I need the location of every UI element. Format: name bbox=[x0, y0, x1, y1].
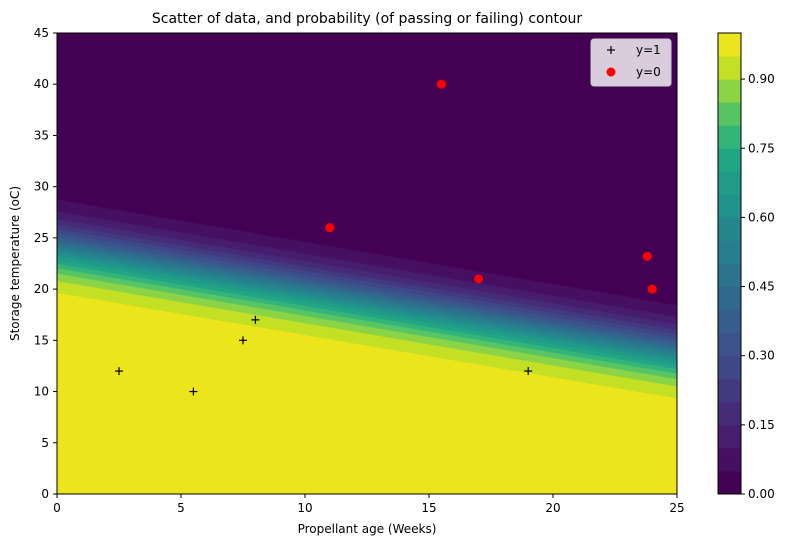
colorbar-band bbox=[718, 79, 741, 103]
colorbar-tick-label: 0.90 bbox=[748, 72, 775, 86]
contour-band bbox=[57, 281, 677, 400]
contour-band bbox=[57, 268, 677, 380]
x-tick-label: 0 bbox=[53, 501, 61, 515]
y-tick-label: 30 bbox=[34, 180, 49, 194]
point-y0 bbox=[474, 274, 484, 284]
point-y1 bbox=[189, 387, 198, 396]
contour-band bbox=[57, 273, 677, 388]
point-y1 bbox=[524, 367, 533, 376]
colorbar: 0.00 0.15 0.30 0.45 0.60 0.75 0.90 bbox=[717, 32, 775, 501]
contour-band bbox=[57, 256, 677, 366]
y-tick-label: 5 bbox=[41, 436, 49, 450]
colorbar-band bbox=[718, 240, 741, 264]
colorbar-band bbox=[718, 148, 741, 172]
colorbar-band bbox=[718, 56, 741, 80]
point-y1 bbox=[115, 367, 123, 376]
x-tick-label: 25 bbox=[669, 501, 684, 515]
colorbar-band bbox=[718, 217, 741, 241]
colorbar-band bbox=[718, 378, 741, 403]
colorbar-tick-label: 0.60 bbox=[748, 210, 775, 224]
y-tick-label: 20 bbox=[34, 282, 49, 296]
y-tick-label: 15 bbox=[34, 333, 49, 347]
colorbar-tick-label: 0.45 bbox=[748, 280, 775, 294]
x-axis-label: Propellant age (Weeks) bbox=[298, 522, 437, 536]
colorbar-band bbox=[718, 286, 741, 311]
legend-marker bbox=[607, 46, 615, 54]
legend-label: y=1 bbox=[636, 43, 661, 57]
chart-title: Scatter of data, and probability (of pas… bbox=[152, 11, 583, 27]
y-axis-label: Storage temperature (oC) bbox=[8, 186, 22, 341]
point-y0 bbox=[325, 223, 335, 233]
data-markers bbox=[115, 79, 657, 396]
colorbar-band bbox=[718, 470, 741, 495]
y-tick-label: 10 bbox=[34, 385, 49, 399]
contour-band bbox=[57, 249, 677, 359]
colorbar-tick-label: 0.15 bbox=[748, 418, 775, 432]
colorbar-band bbox=[718, 125, 741, 149]
colorbar-band bbox=[718, 447, 741, 472]
point-y0 bbox=[647, 284, 657, 294]
colorbar-band bbox=[718, 171, 741, 195]
x-tick-label: 10 bbox=[297, 501, 312, 515]
colorbar-band bbox=[718, 33, 741, 57]
colorbar-band bbox=[718, 424, 741, 449]
contour-band bbox=[57, 292, 677, 494]
y-tick-label: 25 bbox=[34, 231, 49, 245]
colorbar-band bbox=[718, 401, 741, 426]
point-y0 bbox=[436, 79, 446, 89]
plot-frame bbox=[56, 32, 678, 495]
legend-label: y=0 bbox=[636, 65, 661, 79]
contour-band bbox=[57, 252, 677, 363]
contour-band bbox=[57, 259, 677, 370]
point-y1 bbox=[239, 336, 247, 345]
contour-band bbox=[57, 246, 677, 356]
legend: y=1 y=0 bbox=[590, 38, 672, 87]
x-tick-label: 5 bbox=[177, 501, 185, 515]
colorbar-frame bbox=[717, 32, 742, 495]
colorbar-tick-label: 0.00 bbox=[748, 487, 775, 501]
colorbar-band bbox=[718, 355, 741, 380]
contour-band bbox=[57, 199, 677, 318]
contour-band bbox=[57, 218, 677, 331]
point-y1 bbox=[251, 315, 260, 324]
contour-band bbox=[57, 243, 677, 353]
contour-band bbox=[57, 263, 677, 375]
y-tick-label: 45 bbox=[34, 26, 49, 40]
probability-contour bbox=[57, 33, 677, 494]
y-axis: 0 5 10 15 20 25 30 35 40 45 bbox=[34, 26, 57, 501]
x-tick-label: 15 bbox=[421, 501, 436, 515]
point-y0 bbox=[642, 251, 652, 261]
contour-band bbox=[57, 236, 677, 347]
legend-marker bbox=[606, 67, 616, 77]
contour-band bbox=[57, 232, 677, 343]
x-axis: 0 5 10 15 20 25 bbox=[53, 494, 685, 515]
colorbar-tick-label: 0.30 bbox=[748, 349, 775, 363]
x-tick-label: 20 bbox=[545, 501, 560, 515]
contour-band bbox=[57, 224, 677, 336]
contour-band bbox=[57, 211, 677, 325]
contour-band bbox=[57, 228, 677, 340]
y-tick-label: 35 bbox=[34, 128, 49, 142]
colorbar-band bbox=[718, 309, 741, 334]
colorbar-tick-label: 0.75 bbox=[748, 141, 775, 155]
colorbar-band bbox=[718, 332, 741, 357]
colorbar-band bbox=[718, 194, 741, 218]
colorbar-band bbox=[718, 263, 741, 288]
contour-band bbox=[57, 239, 677, 350]
y-tick-label: 40 bbox=[34, 77, 49, 91]
y-tick-label: 0 bbox=[41, 487, 49, 501]
colorbar-band bbox=[718, 102, 741, 126]
contour-band bbox=[57, 33, 677, 306]
